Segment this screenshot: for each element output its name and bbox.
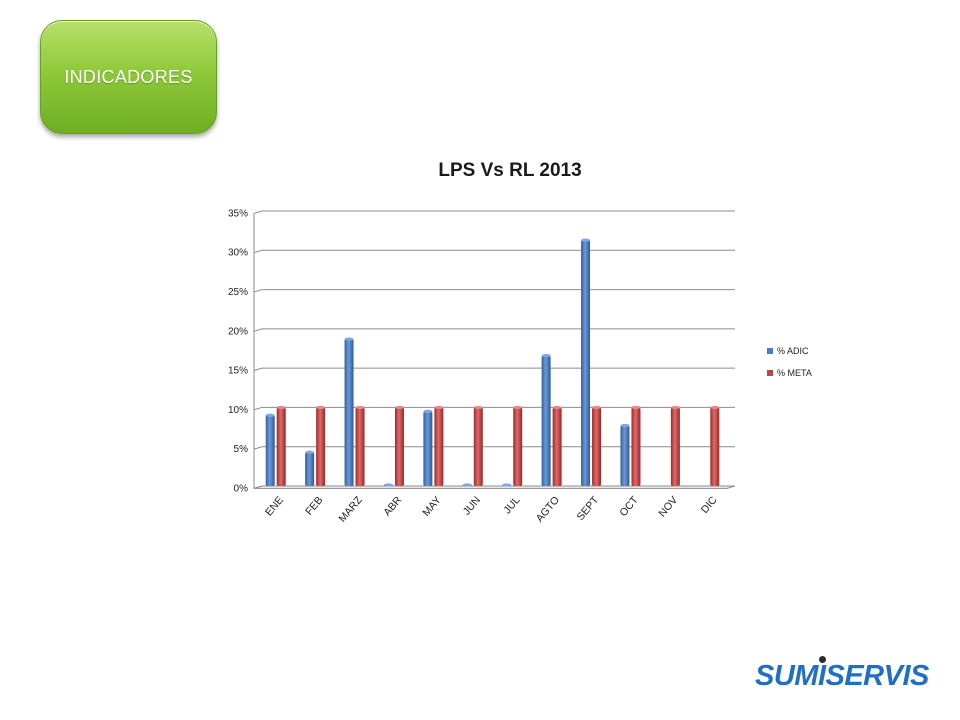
bar-cap (513, 405, 523, 410)
bar-cap (620, 423, 630, 428)
bar-cap (434, 405, 444, 410)
chart-title: LPS Vs RL 2013 (438, 160, 582, 181)
bar-cap (552, 405, 562, 410)
bar-cap (383, 483, 393, 487)
bar-adic (581, 240, 591, 486)
bar-cap (670, 405, 680, 410)
gridline (253, 210, 735, 214)
x-tick-label: OCT (617, 494, 641, 519)
y-tick-label: 0% (234, 483, 249, 494)
gridline (253, 289, 735, 293)
gridline (253, 367, 735, 372)
sumiservis-logo: SUMISERVIS (755, 656, 935, 700)
gridline (253, 249, 735, 254)
legend-label: % ADIC (777, 346, 809, 356)
y-tick-label: 5% (234, 444, 249, 455)
bar-cap (710, 405, 720, 410)
bar-cap (305, 450, 315, 454)
x-tick-label: FEB (303, 494, 325, 517)
y-tick-label: 30% (228, 248, 248, 259)
bar-cap (502, 483, 512, 487)
bar-meta (592, 407, 602, 486)
bar-meta (394, 407, 404, 486)
bar-cap (355, 405, 365, 410)
bar-meta (631, 407, 641, 486)
bar-adic (265, 415, 275, 486)
x-tick-label: AGTO (534, 494, 562, 524)
bar-cap (581, 238, 591, 242)
gridline (253, 446, 735, 450)
x-tick-label: MAY (420, 494, 443, 519)
bar-adic (305, 452, 315, 486)
bar-meta (355, 407, 365, 486)
bar-cap (462, 483, 472, 487)
x-tick-label: SEPT (575, 494, 602, 523)
y-tick-label: 25% (228, 287, 248, 298)
y-tick-label: 20% (228, 326, 248, 337)
x-tick-label: NOV (656, 494, 680, 519)
bar-adic (344, 339, 354, 486)
x-tick-label: JUN (461, 494, 483, 517)
bar-cap (631, 405, 641, 410)
legend-swatch (767, 370, 773, 376)
y-tick-label: 35% (228, 208, 248, 219)
bar-cap (344, 337, 354, 341)
bar-cap (276, 405, 286, 410)
x-tick-label: ABR (381, 494, 404, 519)
gridline (253, 485, 735, 489)
bar-meta (670, 407, 680, 486)
bar-cap (473, 405, 483, 410)
legend-swatch (767, 348, 773, 354)
x-tick-label: ENE (263, 494, 286, 518)
x-tick-label: MARZ (337, 494, 366, 525)
bar-meta (316, 407, 326, 486)
bar-meta (552, 407, 562, 486)
bar-meta (473, 407, 483, 486)
indicadores-label: INDICADORES (64, 66, 193, 87)
y-tick-label: 15% (228, 366, 248, 377)
logo-dot-icon (819, 656, 826, 663)
bar-cap (316, 405, 326, 410)
bar-cap (592, 405, 602, 410)
gridline (253, 406, 735, 411)
bar-meta (710, 407, 720, 486)
logo-text: SUMISERVIS (755, 660, 929, 692)
legend-label: % META (777, 368, 812, 378)
bar-cap (265, 413, 275, 417)
bar-cap (423, 409, 433, 413)
bar-adic (423, 411, 433, 486)
bar-cap (541, 353, 551, 358)
bar-adic (541, 355, 551, 486)
gridline (253, 328, 735, 332)
bar-meta (276, 407, 286, 486)
y-tick-label: 10% (228, 405, 248, 416)
bar-adic (620, 425, 630, 486)
indicadores-button[interactable]: INDICADORES (40, 20, 217, 134)
bar-meta (513, 407, 523, 486)
x-tick-label: JUL (501, 494, 522, 516)
bar-meta (434, 407, 444, 486)
bar-cap (394, 405, 404, 410)
x-tick-label: DIC (699, 494, 720, 516)
